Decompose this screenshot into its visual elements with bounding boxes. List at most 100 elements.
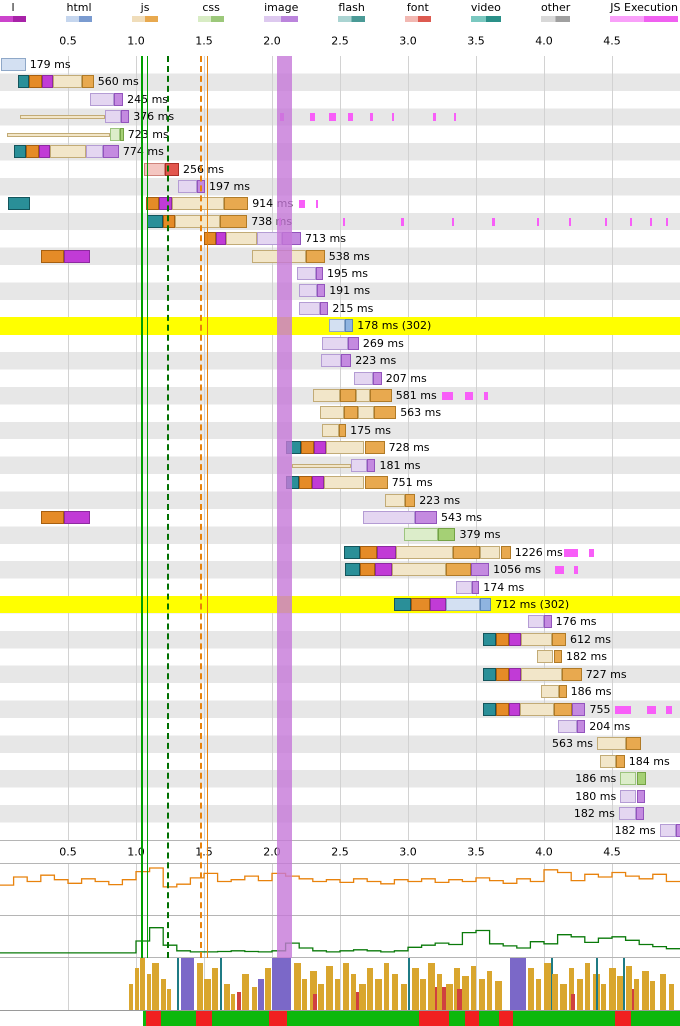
waterfall-row[interactable]: 563 ms [0, 404, 680, 421]
activity-bar-g [401, 984, 407, 1010]
waterfall-row[interactable]: 178 ms (302) [0, 317, 680, 335]
page-load-green-strip [142, 1011, 680, 1026]
request-segment-ssl [312, 476, 324, 490]
gridline [204, 916, 205, 957]
request-time-label: 563 ms [552, 737, 593, 751]
waterfall-row[interactable]: 174 ms [0, 579, 680, 596]
waterfall-row[interactable]: 204 ms [0, 718, 680, 735]
js-execution-mark [454, 113, 457, 122]
axis-tick: 2.0 [263, 845, 281, 859]
waterfall-row[interactable]: 186 ms [0, 683, 680, 700]
gridline [408, 916, 409, 957]
waterfall-row[interactable]: 176 ms [0, 613, 680, 630]
request-segment-img_d [348, 336, 359, 350]
waterfall-row[interactable]: 181 ms [0, 457, 680, 474]
activity-bar-g [633, 978, 640, 1010]
waterfall-row[interactable]: 215 ms [0, 300, 680, 317]
request-segment-img_d [114, 92, 123, 106]
waterfall-row[interactable]: 223 ms [0, 352, 680, 369]
request-segment-js_d [306, 249, 325, 263]
activity-bar-g [197, 963, 203, 1010]
waterfall-row[interactable]: 914 ms [0, 195, 680, 212]
gridline [476, 864, 477, 915]
legend-color-swatch [540, 16, 571, 22]
js-execution-mark [299, 200, 305, 209]
request-segment-img_l [299, 284, 317, 298]
request-segment-conn [204, 232, 216, 246]
waterfall-row[interactable]: 727 ms [0, 666, 680, 683]
waterfall-row[interactable]: 256 ms [0, 161, 680, 178]
waterfall-row[interactable]: 223 ms [0, 492, 680, 509]
waterfall-row[interactable]: 379 ms [0, 526, 680, 543]
legend-item-image: image [264, 2, 299, 22]
request-segment-conn [29, 75, 43, 89]
waterfall-row[interactable]: 728 ms [0, 439, 680, 456]
gridline [544, 56, 545, 840]
js-execution-mark [329, 113, 336, 122]
legend-label: other [540, 1, 571, 14]
waterfall-row[interactable]: 197 ms [0, 178, 680, 195]
request-segment-js_d [369, 388, 392, 402]
request-segment-ssl [215, 232, 226, 246]
activity-bar-g [576, 978, 584, 1010]
request-segment-js_d [405, 493, 416, 507]
activity-bar-g [204, 978, 211, 1010]
waterfall-row[interactable]: 182 ms [0, 648, 680, 665]
request-segment-img_d [571, 702, 586, 716]
request-segment-img_d [544, 615, 552, 629]
waterfall-row[interactable]: 182 ms [0, 822, 680, 839]
waterfall-row[interactable]: 179 ms [0, 56, 680, 73]
js-execution-mark [568, 217, 571, 226]
request-segment-ssl [314, 441, 327, 455]
axis-tick: 4.0 [535, 845, 553, 859]
waterfall-row[interactable]: 713 ms [0, 230, 680, 247]
request-segment-conn [496, 632, 510, 646]
request-time-label: 223 ms [419, 493, 461, 507]
waterfall-row[interactable]: 184 ms [0, 753, 680, 770]
waterfall-row[interactable]: 581 ms [0, 387, 680, 404]
activity-bar-g [436, 973, 442, 1010]
waterfall-row[interactable]: 1056 ms [0, 561, 680, 578]
gridline [136, 916, 137, 957]
activity-bar-g [167, 989, 172, 1010]
activity-bar-g [375, 978, 383, 1010]
waterfall-row[interactable]: 738 ms [0, 213, 680, 230]
request-segment-img_d [414, 510, 437, 524]
request-segment-img_d [675, 824, 680, 838]
legend-label: html [66, 1, 92, 14]
waterfall-row[interactable]: 563 ms [0, 735, 680, 752]
request-time-label: 175 ms [350, 423, 392, 437]
waterfall: 179 ms 560 ms 245 ms 376 ms 723 ms 774 ms 256 … [0, 56, 680, 840]
request-segment-js_l [323, 476, 365, 490]
waterfall-row[interactable]: 207 ms [0, 370, 680, 387]
js-execution-mark [629, 217, 633, 226]
request-segment-dns [13, 145, 26, 159]
waterfall-row[interactable]: 245 ms [0, 91, 680, 108]
waterfall-row[interactable]: 538 ms [0, 248, 680, 265]
waterfall-row[interactable]: 191 ms [0, 282, 680, 299]
waterfall-row[interactable]: 543 ms [0, 509, 680, 526]
waterfall-row[interactable]: 774 ms [0, 143, 680, 160]
waterfall-row[interactable]: 186 ms [0, 770, 680, 787]
waterfall-row[interactable]: 751 ms [0, 474, 680, 491]
waterfall-row[interactable]: 723 ms [0, 126, 680, 143]
request-time-label: 560 ms [97, 75, 139, 89]
waterfall-row[interactable]: 269 ms [0, 335, 680, 352]
waterfall-row[interactable]: 180 ms [0, 788, 680, 805]
legend-item-css: css [198, 2, 225, 22]
legend-label: js [140, 1, 150, 14]
waterfall-row[interactable]: 560 ms [0, 73, 680, 90]
waterfall-row[interactable]: 175 ms [0, 422, 680, 439]
waterfall-row[interactable]: 195 ms [0, 265, 680, 282]
js-execution-mark [391, 113, 394, 122]
waterfall-row[interactable]: 712 ms (302) [0, 596, 680, 614]
request-segment-html_l [329, 319, 346, 333]
waterfall-row[interactable]: 182 ms [0, 805, 680, 822]
legend-item-l: l [0, 2, 26, 22]
waterfall-row[interactable]: 1226 ms [0, 544, 680, 561]
waterfall-row[interactable]: 376 ms [0, 108, 680, 125]
waterfall-row[interactable]: 755 ms [0, 701, 680, 718]
axis-tick: 4.5 [603, 845, 621, 859]
waterfall-row[interactable]: 612 ms [0, 631, 680, 648]
